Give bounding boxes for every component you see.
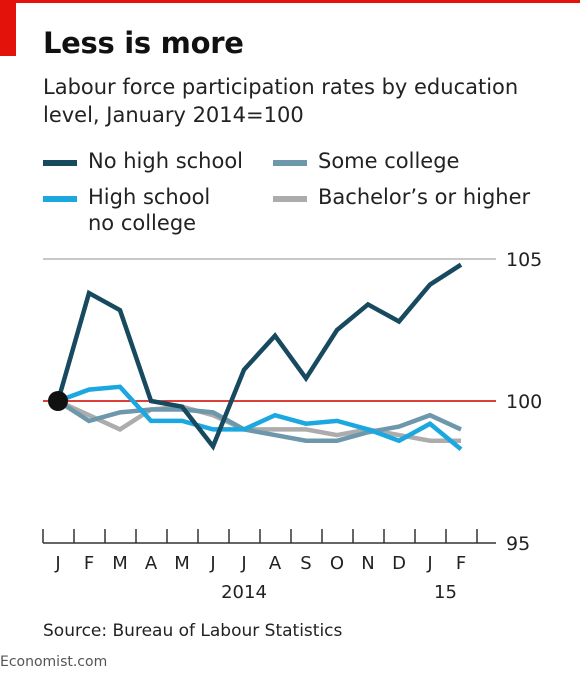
x-tick-label: J bbox=[426, 553, 432, 574]
y-tick-label: 100 bbox=[506, 391, 542, 413]
legend-swatch-no-high-school bbox=[43, 160, 77, 166]
series-line-1 bbox=[56, 399, 462, 444]
x-tick-label: J bbox=[54, 553, 60, 574]
legend-swatch-bachelors-or-higher bbox=[273, 196, 307, 202]
x-year-label: 15 bbox=[434, 582, 457, 603]
x-tick-label: J bbox=[240, 553, 246, 574]
source-note: Source: Bureau of Labour Statistics bbox=[43, 621, 343, 641]
x-year-label: 2014 bbox=[221, 582, 267, 603]
x-tick-label: A bbox=[145, 553, 158, 574]
legend-swatch-some-college bbox=[273, 160, 307, 166]
x-tick-label: D bbox=[392, 553, 406, 574]
brand-mark: Economist.com bbox=[0, 654, 108, 670]
x-tick-label: M bbox=[112, 553, 128, 574]
series-line-3 bbox=[57, 398, 461, 444]
legend-label-bachelors-or-higher: Bachelor’s or higher bbox=[318, 185, 531, 209]
series-line-2 bbox=[57, 384, 463, 452]
legend-label-some-college: Some college bbox=[318, 149, 460, 173]
top-rule bbox=[0, 0, 580, 3]
x-tick-label: A bbox=[269, 553, 282, 574]
legend-label-no-high-school: No high school bbox=[88, 149, 244, 173]
legend-swatch-high-school-no-college bbox=[43, 196, 77, 202]
x-tick-label: F bbox=[456, 553, 466, 574]
x-tick-label: N bbox=[361, 553, 374, 574]
chart-title: Less is more bbox=[43, 26, 244, 60]
base-point-marker bbox=[48, 391, 68, 411]
legend-label-high-school-no-college: High school no college bbox=[88, 185, 211, 235]
y-tick-label: 95 bbox=[506, 533, 530, 555]
x-tick-label: M bbox=[174, 553, 190, 574]
red-tab bbox=[0, 0, 16, 56]
chart-subtitle: Labour force participation rates by educ… bbox=[43, 75, 519, 127]
x-tick-label: S bbox=[300, 553, 311, 574]
series-line-0 bbox=[55, 262, 463, 451]
x-tick-label: J bbox=[209, 553, 215, 574]
x-tick-label: O bbox=[330, 553, 344, 574]
y-tick-label: 105 bbox=[506, 249, 542, 271]
x-tick-label: F bbox=[84, 553, 94, 574]
